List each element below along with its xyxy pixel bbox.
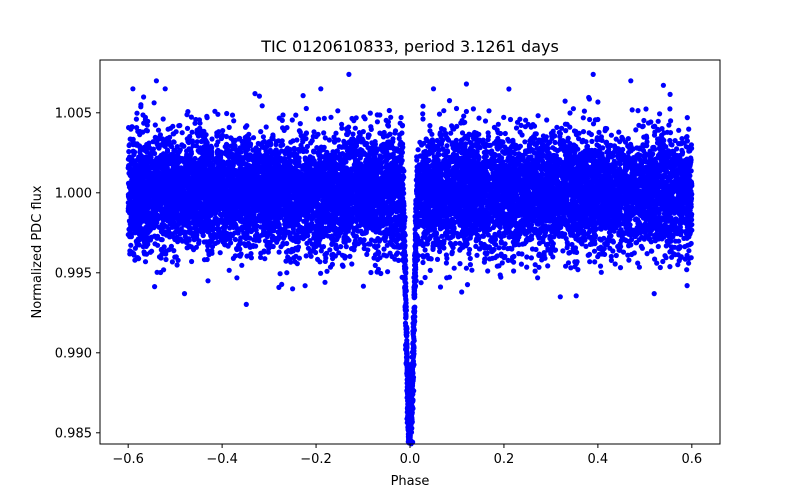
data-point: [598, 269, 604, 275]
data-point: [565, 260, 572, 266]
data-point: [155, 127, 162, 133]
data-point: [243, 301, 249, 307]
data-point: [192, 120, 198, 126]
data-point: [660, 82, 667, 88]
data-point: [329, 261, 335, 267]
data-point: [279, 281, 285, 287]
data-point: [573, 293, 579, 299]
data-point: [381, 246, 387, 252]
data-point: [592, 259, 598, 265]
data-point: [655, 118, 661, 124]
data-point: [682, 244, 688, 250]
data-point: [507, 116, 514, 123]
data-point: [529, 246, 536, 252]
data-point: [226, 267, 232, 273]
data-point: [163, 256, 169, 263]
data-point: [563, 263, 569, 269]
data-point: [415, 147, 421, 153]
data-point: [184, 125, 191, 131]
data-point: [229, 112, 236, 118]
data-point: [371, 243, 378, 249]
data-point: [352, 125, 358, 131]
data-point: [532, 268, 538, 274]
data-point: [365, 247, 371, 253]
data-point: [280, 112, 286, 118]
data-point: [589, 138, 595, 144]
data-point: [434, 256, 441, 262]
data-point: [297, 121, 303, 127]
data-point: [250, 135, 257, 141]
data-point: [518, 261, 525, 267]
data-point: [686, 260, 692, 266]
data-point: [318, 270, 324, 276]
data-point: [420, 111, 426, 117]
chart-title: TIC 0120610833, period 3.1261 days: [260, 37, 559, 56]
data-point: [368, 269, 374, 276]
data-point: [580, 115, 586, 121]
data-point: [436, 111, 443, 117]
data-point: [486, 108, 492, 114]
data-point: [427, 123, 433, 129]
data-point: [563, 236, 569, 242]
data-point: [260, 134, 266, 140]
data-point: [349, 261, 355, 267]
data-point: [322, 279, 328, 285]
data-point: [398, 114, 404, 121]
data-point: [657, 111, 663, 117]
data-point: [523, 117, 529, 123]
data-point: [485, 268, 491, 274]
data-point: [446, 274, 453, 280]
data-point: [422, 274, 428, 281]
data-point: [284, 270, 290, 276]
data-point: [474, 252, 480, 258]
data-point: [544, 117, 550, 123]
data-point: [535, 113, 541, 119]
data-point: [482, 118, 489, 124]
data-point: [263, 124, 269, 130]
data-point: [231, 118, 237, 124]
data-point: [228, 135, 234, 141]
data-point: [420, 116, 426, 122]
data-point: [563, 128, 569, 134]
data-point: [679, 136, 685, 142]
data-point: [528, 255, 535, 261]
data-point: [554, 148, 561, 154]
data-point: [449, 249, 455, 255]
data-point: [437, 284, 444, 290]
data-point: [469, 267, 475, 273]
data-point: [293, 253, 299, 259]
data-points: [125, 71, 695, 447]
data-point: [595, 116, 601, 123]
data-point: [367, 110, 373, 116]
data-point: [570, 106, 577, 112]
data-point: [277, 271, 283, 277]
data-point: [276, 249, 282, 255]
data-point: [360, 283, 366, 289]
data-point: [545, 263, 551, 269]
data-point: [388, 114, 394, 120]
data-point: [418, 280, 424, 286]
data-point: [501, 114, 507, 120]
data-point: [343, 244, 349, 250]
data-point: [587, 259, 593, 265]
data-point: [686, 126, 692, 132]
data-point: [422, 247, 428, 253]
data-point: [152, 122, 158, 128]
data-point: [302, 283, 308, 289]
data-point: [322, 135, 328, 141]
data-point: [590, 121, 597, 127]
data-point: [470, 106, 476, 112]
data-point: [134, 110, 140, 116]
data-point: [599, 251, 605, 257]
data-point: [443, 260, 449, 266]
data-point: [536, 264, 542, 270]
data-point: [591, 248, 598, 254]
data-point: [569, 241, 575, 248]
data-point: [581, 108, 588, 114]
